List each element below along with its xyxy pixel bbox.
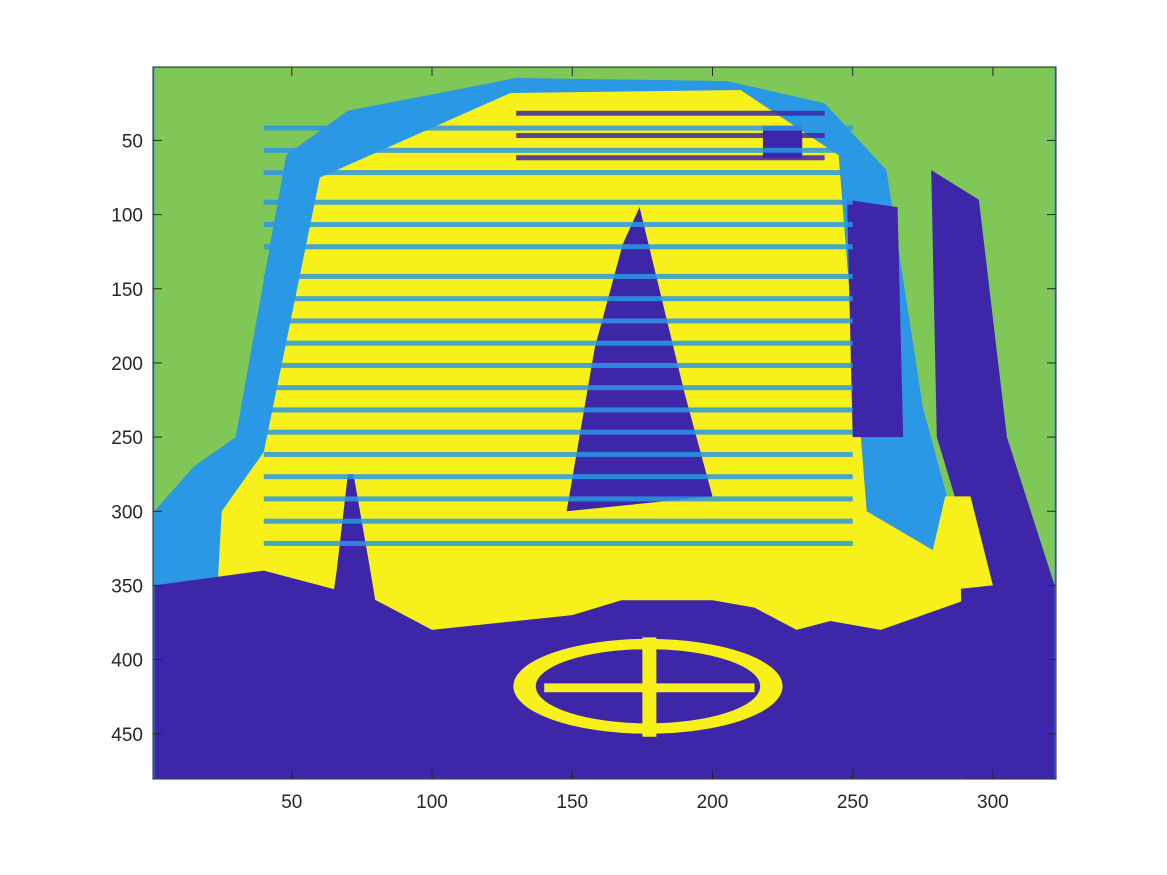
image-regions [154,67,1055,779]
x-tick-label: 150 [556,792,588,813]
region-right-turret [922,496,993,593]
x-tick-label: 50 [281,792,302,813]
stripe-band-0-13 [263,429,853,435]
y-tick-label: 350 [111,576,143,597]
image-stripes [263,110,853,546]
stripe-band-0-18 [263,540,853,546]
stripe-band-0-17 [263,518,853,524]
stripe-band-0-11 [263,385,853,391]
stripe-band-0-8 [263,318,853,324]
y-tick-label: 300 [111,502,143,523]
plot-area [152,66,1057,780]
stripe-band-0-16 [263,496,853,502]
y-tick-label: 200 [111,354,143,375]
plot-frame [152,66,1057,780]
y-tick-label: 150 [111,280,143,301]
x-tick-label: 300 [977,792,1009,813]
region-right-window [847,199,904,438]
stripe-band-1-2 [516,155,825,161]
stripe-band-0-7 [263,296,853,302]
stripe-band-1-1 [516,133,825,139]
region-sky [154,67,1055,586]
stripe-band-0-5 [263,244,853,250]
stripe-band-0-3 [263,199,853,205]
stripe-band-0-6 [263,273,853,279]
stripe-band-0-0 [263,125,853,131]
region-rose-horizontal [544,683,755,693]
y-tick-label: 250 [111,428,143,449]
stripe-band-0-1 [263,147,853,153]
y-axis: 50 100 150 200 250 300 350 400 450 [111,131,1056,746]
y-tick-label: 100 [111,206,143,227]
y-tick-label: 450 [111,725,143,746]
x-tick-label: 200 [697,792,729,813]
stripe-band-0-9 [263,340,853,346]
stripe-band-0-2 [263,170,853,176]
x-axis: 50 100 150 200 250 300 [281,67,1009,813]
stripe-band-0-14 [263,451,853,457]
x-tick-label: 250 [837,792,869,813]
y-tick-label: 400 [111,651,143,672]
stripe-band-1-0 [516,110,825,116]
stripe-band-0-12 [263,407,853,413]
x-tick-label: 100 [416,792,448,813]
y-tick-label: 50 [122,131,143,152]
stripe-band-0-10 [263,362,853,368]
region-spire [566,207,713,512]
stripe-band-0-4 [263,222,853,228]
stripe-band-0-15 [263,474,853,480]
